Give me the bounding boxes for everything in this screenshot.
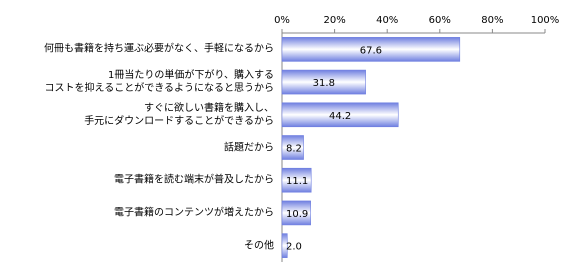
bar xyxy=(281,102,399,128)
value-label: 2.0 xyxy=(286,242,302,253)
value-label: 10.9 xyxy=(286,209,308,220)
category-label: 何冊も書籍を持ち運ぶ必要がなく、手軽になるから xyxy=(44,43,274,55)
value-label: 8.2 xyxy=(286,144,302,155)
category-label: 1冊当たりの単価が下がり、購入する コストを抑えることができるようになると思うか… xyxy=(44,70,275,95)
bar xyxy=(281,37,461,62)
bar xyxy=(281,167,312,193)
bar xyxy=(281,200,311,226)
bar xyxy=(281,69,366,95)
category-label: 話題だから xyxy=(224,142,274,153)
x-tick-label: 60% xyxy=(429,15,451,26)
value-label: 67.6 xyxy=(360,45,382,56)
x-tick-label: 80% xyxy=(481,15,503,26)
x-tick-label: 0% xyxy=(274,15,290,26)
value-label: 11.1 xyxy=(286,176,308,187)
bar xyxy=(281,233,288,258)
category-label: 電子書籍のコンテンツが増えたから xyxy=(114,207,274,219)
value-label: 31.8 xyxy=(313,78,335,89)
category-label: その他 xyxy=(244,240,274,252)
value-label: 44.2 xyxy=(329,111,351,122)
x-tick-label: 40% xyxy=(376,15,398,26)
bar xyxy=(281,135,304,160)
x-tick-label: 100% xyxy=(531,15,560,26)
category-label: 電子書籍を読む端末が普及したから xyxy=(114,174,274,186)
category-label: すぐに欲しい書籍を購入し、 手元にダウンロードすることができるから xyxy=(84,102,274,127)
x-tick-label: 20% xyxy=(323,15,345,26)
